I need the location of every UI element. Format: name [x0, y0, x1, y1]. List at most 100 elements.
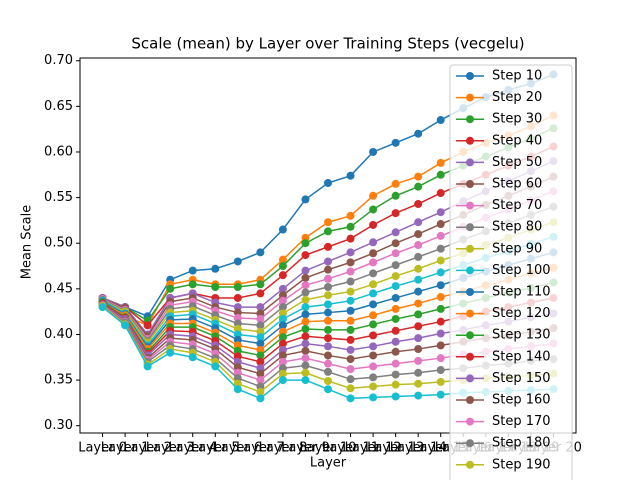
- point: [301, 346, 310, 355]
- point: [256, 369, 265, 378]
- legend-label: Step 20: [492, 90, 542, 105]
- point: [143, 362, 152, 371]
- point: [346, 222, 355, 231]
- point: [256, 280, 265, 289]
- point: [414, 322, 423, 331]
- point: [391, 261, 400, 270]
- chart-title: Scale (mean) by Layer over Training Step…: [131, 35, 524, 53]
- legend-label: Step 150: [492, 371, 551, 386]
- y-tick-label: 0.60: [44, 144, 73, 159]
- legend-label: Step 120: [492, 306, 551, 321]
- point: [346, 384, 355, 393]
- point: [301, 317, 310, 326]
- x-tick-label: Layer 3: [146, 441, 195, 456]
- point: [414, 368, 423, 377]
- point: [256, 327, 265, 336]
- point: [278, 303, 287, 312]
- point: [278, 357, 287, 366]
- legend-label: Step 160: [492, 393, 551, 408]
- legend-label: Step 80: [492, 220, 542, 235]
- point: [346, 345, 355, 354]
- point: [121, 321, 130, 330]
- point: [346, 267, 355, 276]
- point: [301, 361, 310, 370]
- point: [324, 218, 332, 227]
- point: [369, 249, 378, 258]
- point: [166, 284, 175, 293]
- point: [324, 334, 332, 343]
- legend-marker: [466, 396, 474, 404]
- point: [278, 291, 287, 300]
- point: [324, 179, 332, 187]
- point: [301, 251, 310, 260]
- point: [324, 257, 332, 266]
- legend-marker: [466, 93, 474, 102]
- point: [301, 195, 310, 204]
- point: [414, 379, 423, 388]
- point: [233, 314, 242, 323]
- point: [278, 262, 287, 271]
- point: [369, 280, 378, 289]
- legend-label: Step 130: [492, 328, 551, 343]
- point: [188, 280, 197, 289]
- point: [233, 319, 242, 328]
- legend-label: Step 60: [492, 177, 542, 192]
- legend-marker: [466, 374, 474, 383]
- y-tick-label: 0.35: [44, 373, 73, 388]
- point: [346, 287, 355, 296]
- legend-label: Step 50: [492, 155, 542, 170]
- point: [346, 234, 355, 243]
- point: [391, 272, 400, 281]
- point: [346, 248, 355, 257]
- point: [233, 379, 242, 388]
- x-tick-label: Layer 6: [213, 441, 262, 456]
- point: [233, 352, 242, 361]
- point: [436, 158, 445, 167]
- legend-marker: [466, 115, 474, 124]
- x-axis-label: Layer: [310, 456, 347, 471]
- point: [414, 241, 423, 250]
- point: [391, 347, 400, 356]
- point: [391, 228, 400, 237]
- point: [256, 382, 265, 391]
- point: [166, 348, 175, 357]
- point: [278, 296, 287, 305]
- point: [143, 321, 152, 330]
- legend-label: Step 140: [492, 349, 551, 364]
- point: [188, 266, 197, 275]
- legend-marker: [466, 201, 474, 210]
- point: [278, 351, 287, 360]
- point: [369, 147, 378, 156]
- point: [414, 199, 423, 208]
- point: [436, 341, 445, 350]
- point: [256, 357, 265, 366]
- point: [324, 376, 332, 385]
- point: [391, 337, 400, 346]
- point: [233, 374, 242, 383]
- point: [301, 339, 310, 348]
- point: [346, 355, 355, 364]
- point: [233, 330, 242, 339]
- legend-marker: [466, 244, 474, 253]
- point: [414, 287, 423, 296]
- point: [391, 239, 400, 248]
- point: [414, 310, 423, 319]
- point: [278, 271, 287, 280]
- point: [301, 324, 310, 333]
- point: [233, 341, 242, 350]
- point: [391, 326, 400, 335]
- point: [301, 295, 310, 304]
- point: [211, 264, 220, 273]
- point: [233, 346, 242, 355]
- point: [278, 284, 287, 293]
- point: [436, 377, 445, 386]
- point: [233, 257, 242, 266]
- point: [256, 314, 265, 323]
- point: [391, 359, 400, 368]
- point: [436, 268, 445, 277]
- point: [369, 393, 378, 402]
- legend-marker: [466, 288, 474, 296]
- y-tick-label: 0.40: [44, 327, 73, 342]
- point: [369, 191, 378, 200]
